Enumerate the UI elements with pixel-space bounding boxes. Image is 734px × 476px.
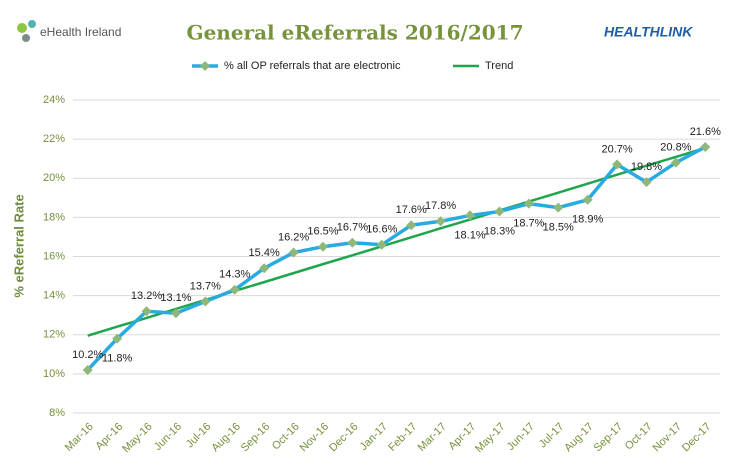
data-label: 18.3% <box>484 225 515 237</box>
marker <box>494 206 505 217</box>
marker <box>406 220 417 231</box>
marker <box>112 333 123 344</box>
y-tick-label: 20% <box>43 172 65 184</box>
marker <box>288 247 299 258</box>
data-label: 16.6% <box>366 224 397 236</box>
data-label: 18.5% <box>543 222 574 234</box>
y-tick-label: 16% <box>43 250 65 262</box>
marker <box>670 157 681 168</box>
x-tick-label: May-17 <box>473 421 507 455</box>
legend-label: Trend <box>485 60 513 72</box>
marker <box>317 241 328 252</box>
x-tick-label: Dec-17 <box>680 421 714 455</box>
y-tick-label: 8% <box>49 407 65 419</box>
x-tick-label: Oct-17 <box>623 421 655 453</box>
x-tick-label: Nov-17 <box>650 421 684 455</box>
x-tick-label: Jun-16 <box>152 421 184 453</box>
marker <box>376 239 387 250</box>
data-label: 10.2% <box>72 349 103 361</box>
data-label: 21.6% <box>690 126 721 138</box>
marker <box>141 306 152 317</box>
x-tick-label: Jun-17 <box>505 421 537 453</box>
data-label: 18.7% <box>513 218 544 230</box>
x-tick-label: Oct-16 <box>270 421 302 453</box>
data-label: 17.6% <box>396 204 427 216</box>
x-tick-label: Mar-16 <box>63 421 96 454</box>
data-label: 15.4% <box>249 247 280 259</box>
y-tick-label: 24% <box>43 94 65 106</box>
x-tick-label: Mar-17 <box>416 421 449 454</box>
x-tick-label: Dec-16 <box>327 421 361 455</box>
data-label: 16.2% <box>278 231 309 243</box>
series-line <box>86 145 707 372</box>
data-label: 14.3% <box>219 269 250 281</box>
x-tick-label: Feb-17 <box>386 421 419 454</box>
logo-text: eHealth Ireland <box>40 25 121 39</box>
x-tick-label: Sep-17 <box>592 421 626 455</box>
x-tick-label: Jan-17 <box>358 421 390 453</box>
logo-left: eHealth Ireland <box>17 20 121 42</box>
x-tick-label: Aug-16 <box>209 421 243 455</box>
y-tick-label: 22% <box>43 133 65 145</box>
chart-title: General eReferrals 2016/2017 <box>186 21 523 45</box>
marker <box>612 159 623 170</box>
marker <box>435 216 446 227</box>
data-label: 13.7% <box>190 280 221 292</box>
marker <box>523 198 534 209</box>
data-label: 16.7% <box>337 222 368 234</box>
marker <box>170 308 181 319</box>
x-tick-label: May-16 <box>120 421 154 455</box>
marker <box>641 177 652 188</box>
x-tick-label: Nov-16 <box>298 421 332 455</box>
marker <box>229 284 240 295</box>
data-label: 16.5% <box>307 226 338 238</box>
logo-text: HEALTHLINK <box>604 24 693 40</box>
marker <box>200 296 211 307</box>
y-tick-label: 14% <box>43 290 65 302</box>
marker <box>700 141 711 152</box>
marker <box>465 210 476 221</box>
data-label: 18.9% <box>572 214 603 226</box>
marker <box>582 194 593 205</box>
y-tick-label: 12% <box>43 329 65 341</box>
data-label: 18.1% <box>454 229 485 241</box>
data-label: 19.8% <box>631 161 662 173</box>
data-label: 11.8% <box>102 353 133 365</box>
data-label: 20.7% <box>601 143 632 155</box>
data-label: 20.8% <box>660 142 691 154</box>
data-label: 13.1% <box>160 292 191 304</box>
trend-line <box>87 146 706 337</box>
y-tick-label: 18% <box>43 211 65 223</box>
marker <box>259 263 270 274</box>
y-axis-title: % eReferral Rate <box>11 194 26 297</box>
x-tick-label: Sep-16 <box>239 421 273 455</box>
data-label: 17.8% <box>425 200 456 212</box>
marker <box>82 364 93 375</box>
x-tick-label: Aug-17 <box>562 421 596 455</box>
data-label: 13.2% <box>131 290 162 302</box>
y-tick-label: 10% <box>43 368 65 380</box>
marker <box>347 237 358 248</box>
legend-marker <box>200 61 210 71</box>
marker <box>553 202 564 213</box>
legend-label: % all OP referrals that are electronic <box>224 60 401 72</box>
